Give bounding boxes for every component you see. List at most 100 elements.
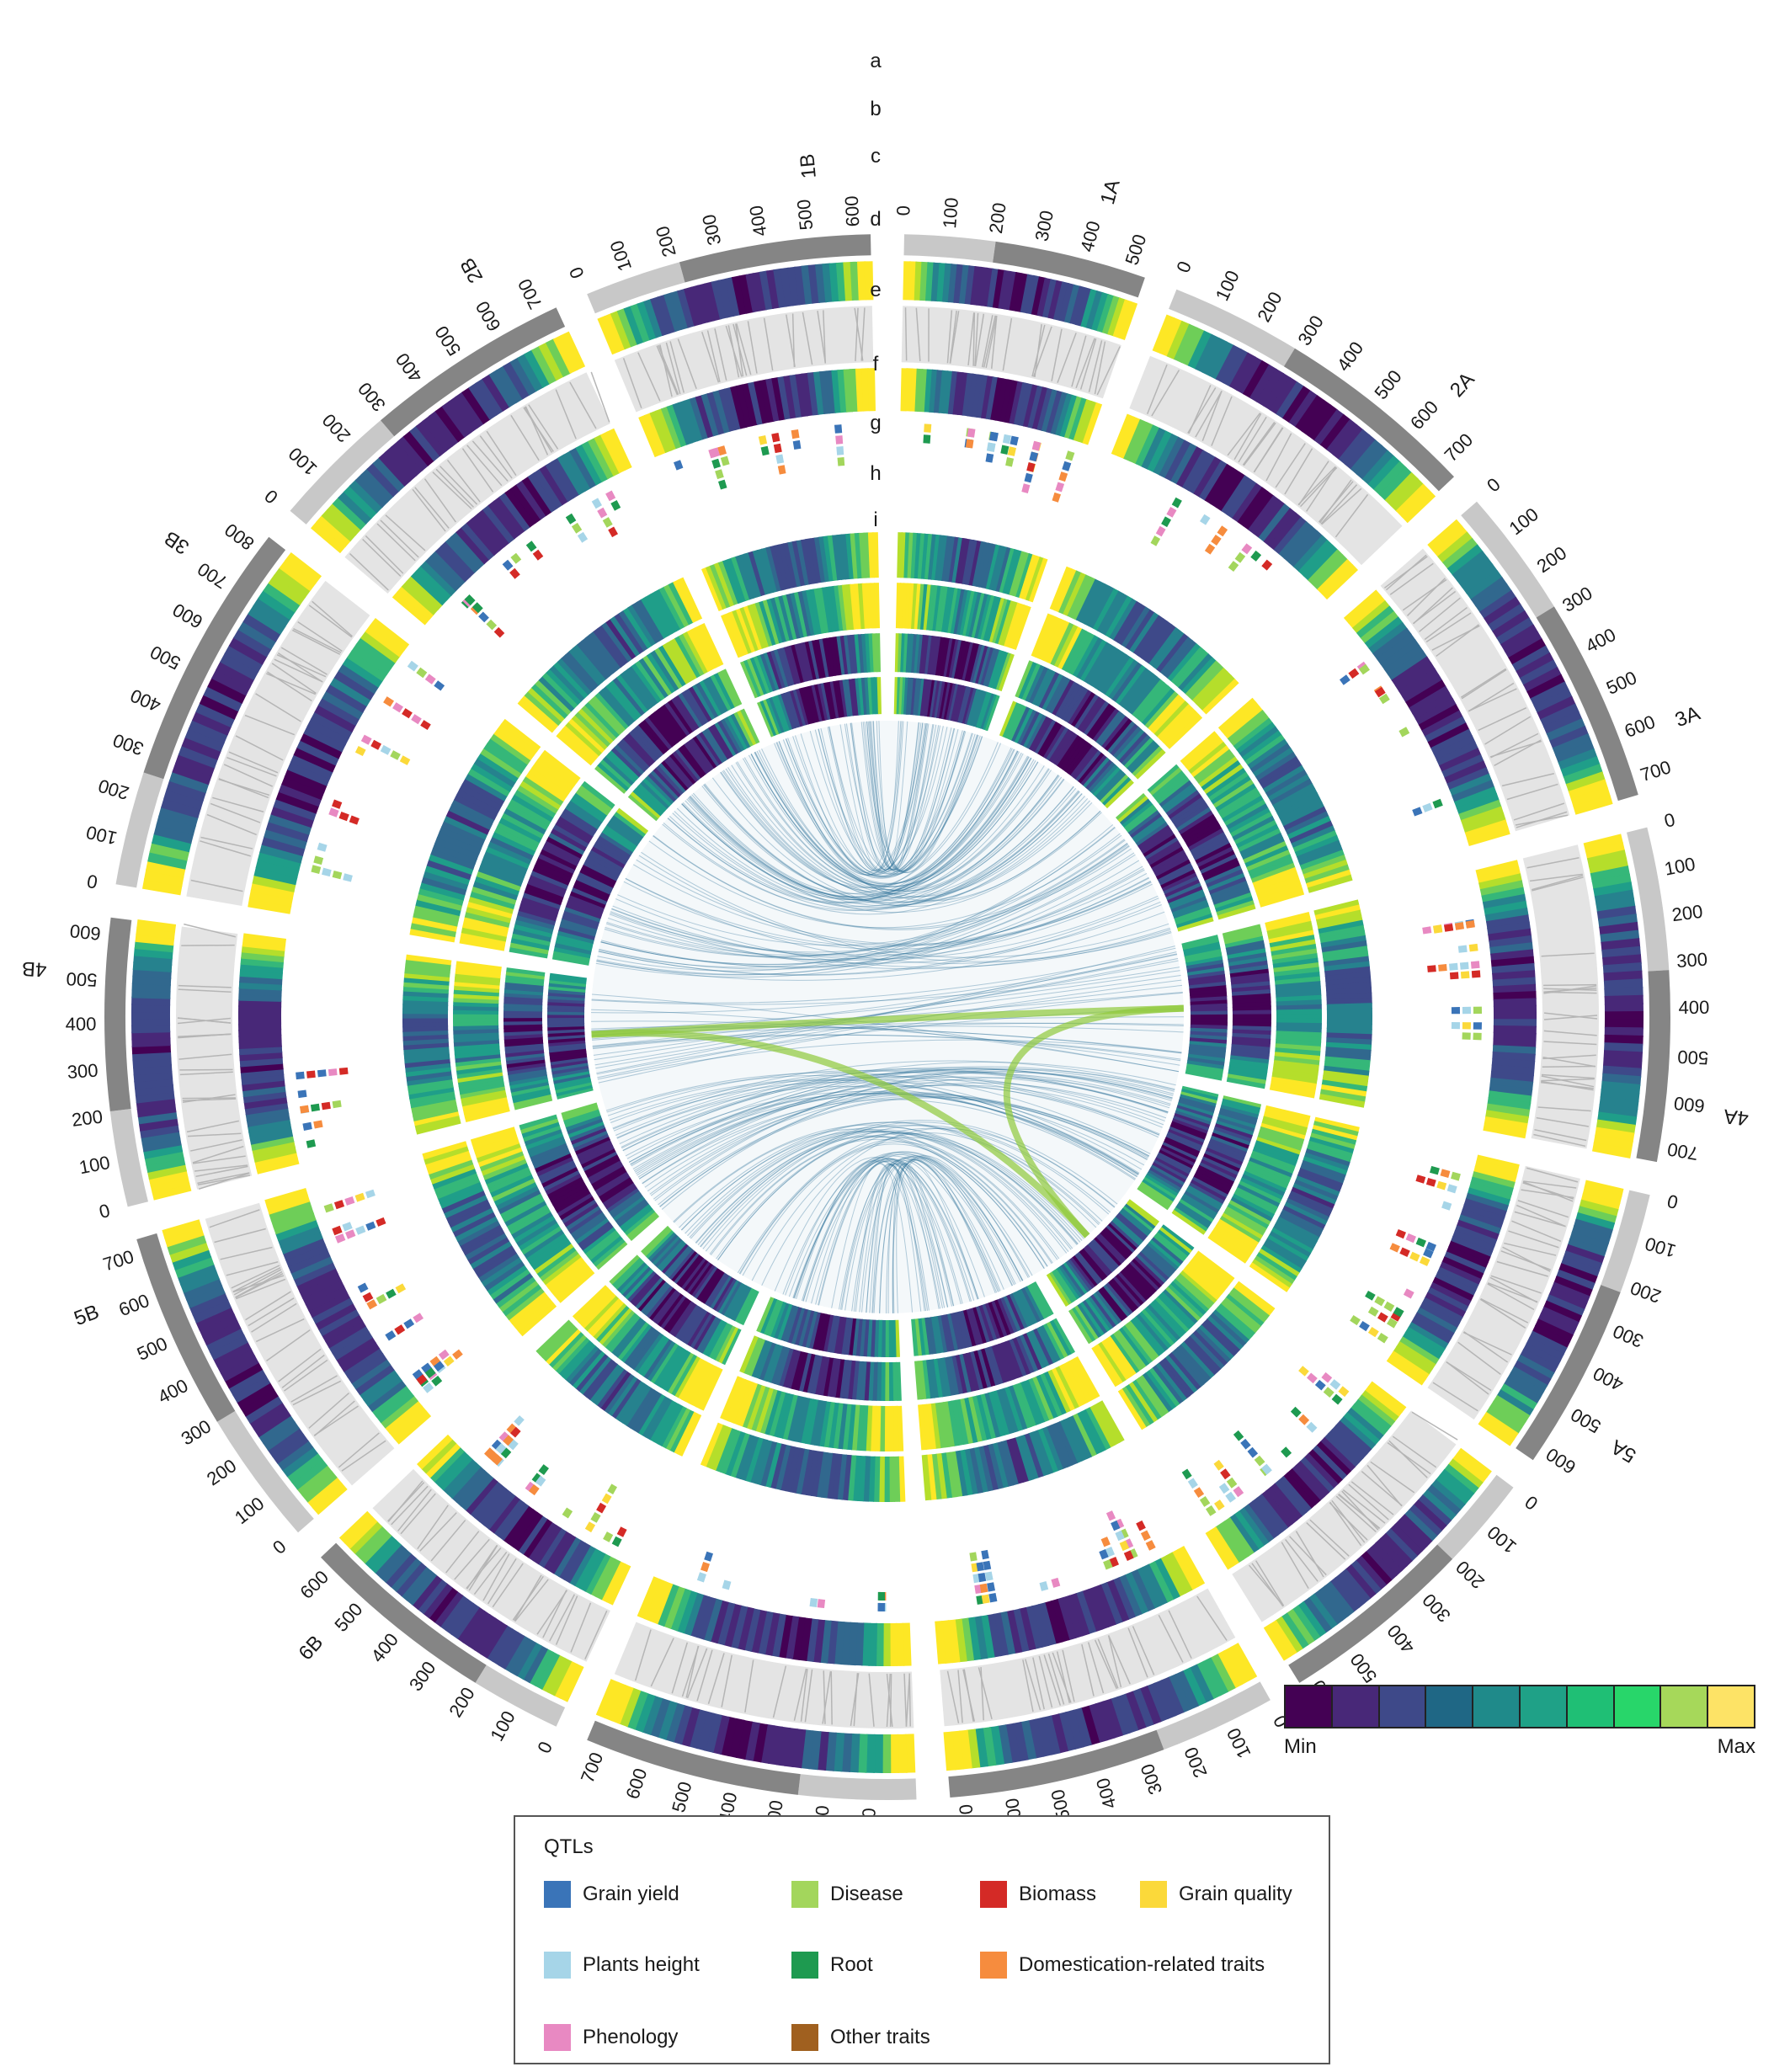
inner-heat-cell	[699, 679, 722, 716]
inner-heat-cell	[796, 540, 810, 586]
inner-heat-cell	[1153, 853, 1188, 875]
inner-heat-cell	[1201, 760, 1241, 791]
inner-heat-cell	[950, 588, 962, 634]
collinearity-line	[284, 1359, 328, 1392]
inner-heat-cell	[1145, 1370, 1176, 1410]
inner-heat-cell	[468, 896, 514, 914]
qtl-block	[484, 1447, 495, 1459]
inner-heat-cell	[557, 1192, 593, 1217]
collinearity-line	[297, 621, 343, 652]
inner-heat-cell	[705, 1320, 727, 1357]
inner-heat-cell	[609, 679, 642, 719]
heat-cell	[421, 1438, 457, 1474]
inner-heat-cell	[1229, 1055, 1270, 1065]
inner-heat-cell	[959, 1398, 973, 1445]
heat-cell	[349, 1521, 383, 1554]
colorbar-cell	[1614, 1686, 1662, 1727]
inner-heat-cell	[975, 541, 989, 588]
synteny-link	[625, 878, 1171, 964]
inner-heat-cell	[728, 1285, 749, 1320]
inner-heat-cell	[1167, 1352, 1201, 1391]
qtl-block	[1206, 1505, 1217, 1516]
inner-heat-cell	[1252, 1147, 1297, 1167]
inner-heat-cell	[699, 623, 724, 667]
inner-heat-cell	[819, 1313, 831, 1351]
qtl-block	[836, 446, 844, 455]
inner-heat-cell	[1020, 711, 1041, 747]
tick-label: 500	[1346, 1649, 1382, 1686]
inner-heat-cell	[1200, 854, 1238, 875]
inner-heat-cell	[622, 607, 653, 649]
inner-heat-cell	[1306, 1144, 1352, 1164]
heat-cell	[1101, 296, 1121, 335]
collinearity-track	[901, 306, 1121, 399]
heat-cell	[238, 1023, 282, 1031]
heat-cell	[1255, 368, 1285, 407]
heat-cell	[1516, 1354, 1555, 1381]
heat-cell	[1275, 1616, 1303, 1654]
heat-cell	[777, 1614, 793, 1659]
inner-heat-cell	[787, 541, 802, 588]
inner-heat-cell	[525, 771, 567, 802]
inner-heat-cell	[1326, 1018, 1372, 1025]
inner-heat-cell	[1054, 732, 1079, 766]
heat-cell	[415, 420, 447, 457]
inner-heat-cell	[1244, 845, 1289, 868]
inner-heat-cell	[1004, 602, 1022, 647]
inner-heat-cell	[504, 1040, 544, 1047]
inner-heat-cell	[1062, 1362, 1088, 1405]
inner-heat-cell	[1124, 738, 1154, 770]
inner-heat-cell	[1127, 1199, 1159, 1225]
heat-cell	[798, 1617, 812, 1661]
heat-cell	[1439, 1468, 1475, 1500]
collinearity-line	[1541, 952, 1595, 957]
heat-cell	[1004, 1723, 1021, 1763]
inner-heat-cell	[918, 1360, 927, 1400]
inner-heat-cell	[1152, 630, 1185, 670]
inner-heat-cell	[860, 1405, 869, 1451]
qtl-block	[720, 455, 730, 466]
inner-heat-cell	[1214, 1123, 1253, 1140]
tick-label: 0	[1172, 258, 1196, 276]
inner-heat-cell	[441, 1190, 486, 1214]
inner-heat-cell	[638, 722, 667, 754]
heat-cell	[650, 1581, 674, 1625]
heat-cell	[657, 294, 677, 334]
inner-heat-cell	[548, 988, 586, 996]
inner-heat-cell	[1151, 1237, 1184, 1265]
inner-heat-cell	[1216, 900, 1255, 917]
heat-cell	[474, 1617, 503, 1655]
inner-heat-cell	[1193, 1174, 1230, 1196]
chromosome-name: 4A	[1723, 1105, 1750, 1130]
synteny-link	[642, 1071, 1173, 1184]
heat-cell	[346, 650, 388, 682]
heat-cell	[1384, 1528, 1418, 1563]
inner-heat-cell	[483, 743, 525, 774]
inner-heat-cell	[1108, 659, 1139, 700]
qtl-block	[1457, 945, 1468, 953]
synteny-link	[594, 951, 1177, 1066]
qtl-block	[1145, 1540, 1156, 1551]
inner-heat-cell	[503, 1017, 542, 1022]
qtl-block	[383, 696, 394, 707]
inner-heat-cell	[505, 1056, 546, 1065]
synteny-link	[612, 1060, 1175, 1129]
inner-heat-cell	[1049, 566, 1073, 611]
heat-cell	[560, 331, 586, 370]
qtl-block	[1298, 1366, 1309, 1377]
inner-heat-cell	[1174, 906, 1211, 923]
heat-cell	[1604, 987, 1643, 998]
heat-cell	[425, 555, 461, 592]
ideogram-short-arm	[216, 1410, 314, 1533]
heat-cell	[1111, 413, 1135, 457]
collinearity-line	[736, 323, 752, 376]
inner-heat-cell	[568, 717, 605, 754]
inner-heat-cell	[1118, 1210, 1150, 1237]
qtl-block	[777, 465, 786, 475]
heat-cell	[1540, 703, 1580, 728]
inner-heat-cell	[586, 1297, 621, 1334]
heat-cell	[354, 1363, 395, 1396]
inner-heat-cell	[1142, 1372, 1173, 1413]
tick-label: 600	[1622, 711, 1658, 742]
